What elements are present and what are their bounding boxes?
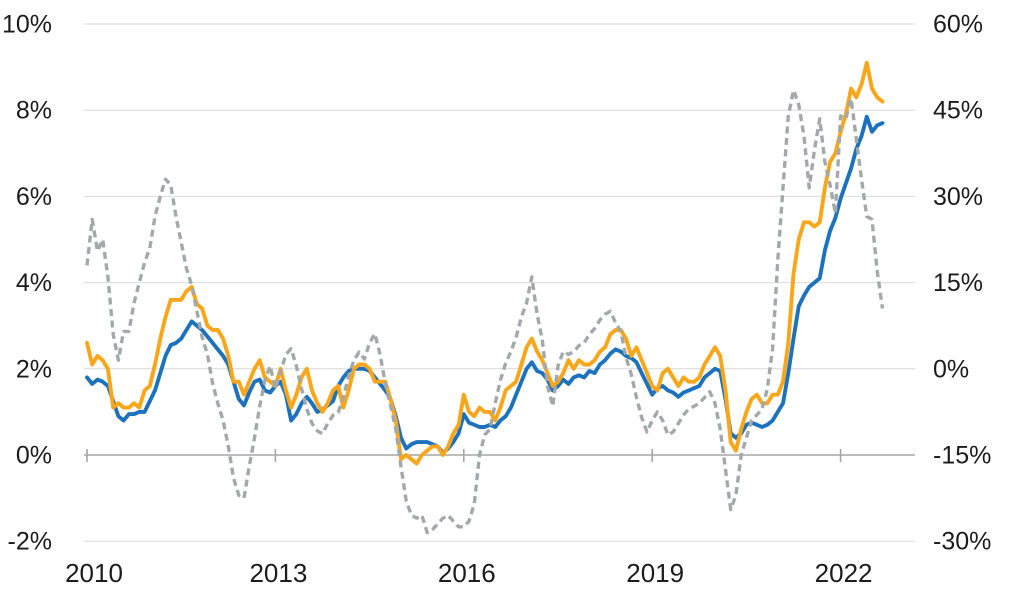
y-axis-left-label-8%: 8% <box>16 97 52 125</box>
y-axis-right-label-0%: 0% <box>933 355 969 383</box>
gray-dashed-line <box>85 88 885 535</box>
y-axis-left-label--2%: -2% <box>8 528 52 556</box>
x-axis-label-2016: 2016 <box>438 558 496 588</box>
x-axis-label-2019: 2019 <box>626 558 684 588</box>
y-axis-right-label--15%: -15% <box>933 442 991 470</box>
y-axis-right-label-30%: 30% <box>933 183 983 211</box>
y-axis-left-label-6%: 6% <box>16 183 52 211</box>
y-axis-right-label-60%: 60% <box>933 11 983 39</box>
x-axis-label-2022: 2022 <box>815 558 873 588</box>
y-axis-right-label-15%: 15% <box>933 269 983 297</box>
y-axis-left-label-2%: 2% <box>16 355 52 383</box>
y-axis-right-label-45%: 45% <box>933 97 983 125</box>
orange-solid-line <box>85 60 885 466</box>
y-axis-right-label--30%: -30% <box>933 528 991 556</box>
y-axis-left-label-4%: 4% <box>16 269 52 297</box>
y-axis-left-label-10%: 10% <box>2 11 52 39</box>
x-axis-label-2010: 2010 <box>65 558 123 588</box>
y-axis-left-label-0%: 0% <box>16 442 52 470</box>
x-axis-label-2013: 2013 <box>249 558 307 588</box>
